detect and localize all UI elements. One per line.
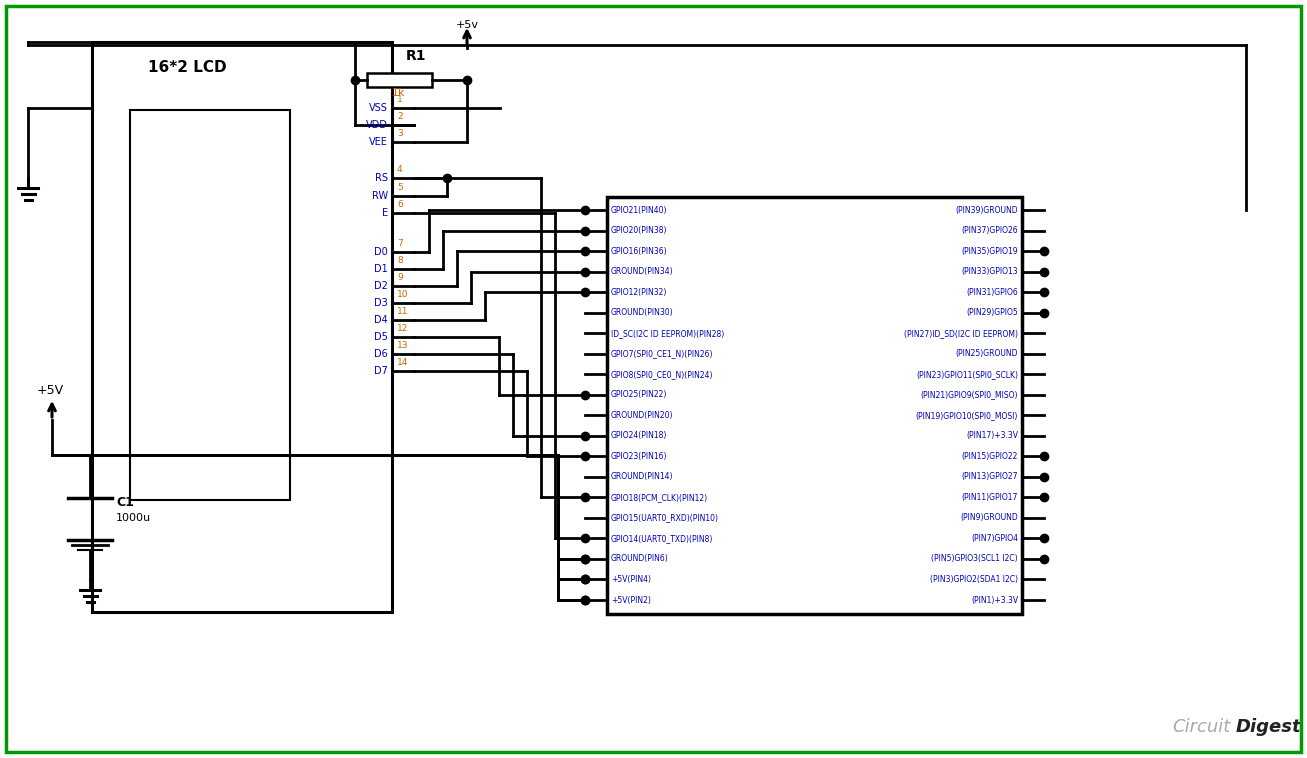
Bar bbox=[367, 73, 433, 87]
Text: D5: D5 bbox=[374, 332, 388, 342]
Text: GPIO14(UART0_TXD)(PIN8): GPIO14(UART0_TXD)(PIN8) bbox=[610, 534, 714, 543]
Text: 6: 6 bbox=[397, 200, 403, 209]
Text: 14: 14 bbox=[397, 358, 408, 367]
Text: D0: D0 bbox=[374, 247, 388, 257]
Text: (PIN35)GPIO19: (PIN35)GPIO19 bbox=[962, 246, 1018, 255]
Text: VEE: VEE bbox=[369, 137, 388, 147]
Bar bbox=[129, 110, 290, 500]
Text: (PIN23)GPIO11(SPI0_SCLK): (PIN23)GPIO11(SPI0_SCLK) bbox=[916, 370, 1018, 379]
Text: 8: 8 bbox=[397, 256, 403, 265]
Text: (PIN21)GPIO9(SPI0_MISO): (PIN21)GPIO9(SPI0_MISO) bbox=[920, 390, 1018, 399]
Text: E: E bbox=[382, 208, 388, 218]
Text: VSS: VSS bbox=[369, 103, 388, 113]
Text: C1: C1 bbox=[116, 496, 133, 509]
Text: 3: 3 bbox=[397, 129, 403, 138]
Text: (PIN27)ID_SD(I2C ID EEPROM): (PIN27)ID_SD(I2C ID EEPROM) bbox=[904, 329, 1018, 337]
Bar bbox=[91, 42, 392, 612]
Text: 13: 13 bbox=[397, 341, 409, 350]
Text: 1000u: 1000u bbox=[116, 513, 152, 523]
Text: 11: 11 bbox=[397, 307, 409, 316]
Text: (PIN13)GPIO27: (PIN13)GPIO27 bbox=[962, 472, 1018, 481]
Text: GROUND(PIN14): GROUND(PIN14) bbox=[610, 472, 673, 481]
Text: GPIO21(PIN40): GPIO21(PIN40) bbox=[610, 205, 668, 215]
Text: GPIO25(PIN22): GPIO25(PIN22) bbox=[610, 390, 668, 399]
Text: GPIO24(PIN18): GPIO24(PIN18) bbox=[610, 431, 668, 440]
Text: GROUND(PIN20): GROUND(PIN20) bbox=[610, 411, 673, 420]
Text: GPIO7(SPI0_CE1_N)(PIN26): GPIO7(SPI0_CE1_N)(PIN26) bbox=[610, 349, 714, 359]
Text: 1k: 1k bbox=[392, 88, 405, 98]
Text: (PIN9)GROUND: (PIN9)GROUND bbox=[961, 513, 1018, 522]
Text: GPIO15(UART0_RXD)(PIN10): GPIO15(UART0_RXD)(PIN10) bbox=[610, 513, 719, 522]
Bar bbox=[606, 197, 1022, 614]
Text: R1: R1 bbox=[405, 49, 426, 63]
Text: GPIO8(SPI0_CE0_N)(PIN24): GPIO8(SPI0_CE0_N)(PIN24) bbox=[610, 370, 714, 379]
Text: ID_SC(I2C ID EEPROM)(PIN28): ID_SC(I2C ID EEPROM)(PIN28) bbox=[610, 329, 724, 337]
Text: 5: 5 bbox=[397, 183, 403, 192]
Text: 9: 9 bbox=[397, 273, 403, 282]
Text: 7: 7 bbox=[397, 239, 403, 248]
Text: D1: D1 bbox=[374, 264, 388, 274]
Text: GROUND(PIN6): GROUND(PIN6) bbox=[610, 554, 669, 563]
Text: GPIO18(PCM_CLK)(PIN12): GPIO18(PCM_CLK)(PIN12) bbox=[610, 493, 708, 502]
Text: (PIN5)GPIO3(SCL1 I2C): (PIN5)GPIO3(SCL1 I2C) bbox=[932, 554, 1018, 563]
Text: (PIN15)GPIO22: (PIN15)GPIO22 bbox=[962, 452, 1018, 461]
Text: 16*2 LCD: 16*2 LCD bbox=[148, 59, 226, 74]
Text: 2: 2 bbox=[397, 112, 403, 121]
Text: (PIN39)GROUND: (PIN39)GROUND bbox=[955, 205, 1018, 215]
Text: GPIO16(PIN36): GPIO16(PIN36) bbox=[610, 246, 668, 255]
Text: (PIN19)GPIO10(SPI0_MOSI): (PIN19)GPIO10(SPI0_MOSI) bbox=[916, 411, 1018, 420]
Text: 4: 4 bbox=[397, 165, 403, 174]
Text: +5V(PIN4): +5V(PIN4) bbox=[610, 575, 651, 584]
Text: (PIN17)+3.3V: (PIN17)+3.3V bbox=[966, 431, 1018, 440]
Text: (PIN25)GROUND: (PIN25)GROUND bbox=[955, 349, 1018, 359]
Text: D4: D4 bbox=[374, 315, 388, 325]
Text: 1: 1 bbox=[397, 95, 403, 104]
Text: 10: 10 bbox=[397, 290, 409, 299]
Text: (PIN1)+3.3V: (PIN1)+3.3V bbox=[971, 596, 1018, 604]
Text: +5v: +5v bbox=[456, 20, 478, 30]
Text: (PIN37)GPIO26: (PIN37)GPIO26 bbox=[962, 226, 1018, 235]
Text: (PIN7)GPIO4: (PIN7)GPIO4 bbox=[971, 534, 1018, 543]
Text: Digest: Digest bbox=[1236, 718, 1302, 736]
Text: +5V(PIN2): +5V(PIN2) bbox=[610, 596, 651, 604]
Text: 12: 12 bbox=[397, 324, 408, 333]
Text: (PIN29)GPIO5: (PIN29)GPIO5 bbox=[966, 309, 1018, 317]
Text: D3: D3 bbox=[374, 298, 388, 308]
Text: GPIO12(PIN32): GPIO12(PIN32) bbox=[610, 287, 668, 296]
Text: +5V: +5V bbox=[37, 384, 64, 396]
Text: RS: RS bbox=[375, 173, 388, 183]
Text: D7: D7 bbox=[374, 366, 388, 376]
Text: D2: D2 bbox=[374, 281, 388, 291]
Text: (PIN33)GPIO13: (PIN33)GPIO13 bbox=[962, 267, 1018, 276]
Text: GPIO23(PIN16): GPIO23(PIN16) bbox=[610, 452, 668, 461]
Text: GROUND(PIN34): GROUND(PIN34) bbox=[610, 267, 673, 276]
Text: (PIN11)GPIO17: (PIN11)GPIO17 bbox=[962, 493, 1018, 502]
Text: VDD: VDD bbox=[366, 120, 388, 130]
Text: GPIO20(PIN38): GPIO20(PIN38) bbox=[610, 226, 668, 235]
Text: D6: D6 bbox=[374, 349, 388, 359]
Text: Circuit: Circuit bbox=[1172, 718, 1230, 736]
Text: RW: RW bbox=[372, 191, 388, 201]
Text: (PIN3)GPIO2(SDA1 I2C): (PIN3)GPIO2(SDA1 I2C) bbox=[931, 575, 1018, 584]
Text: (PIN31)GPIO6: (PIN31)GPIO6 bbox=[966, 287, 1018, 296]
Text: GROUND(PIN30): GROUND(PIN30) bbox=[610, 309, 673, 317]
